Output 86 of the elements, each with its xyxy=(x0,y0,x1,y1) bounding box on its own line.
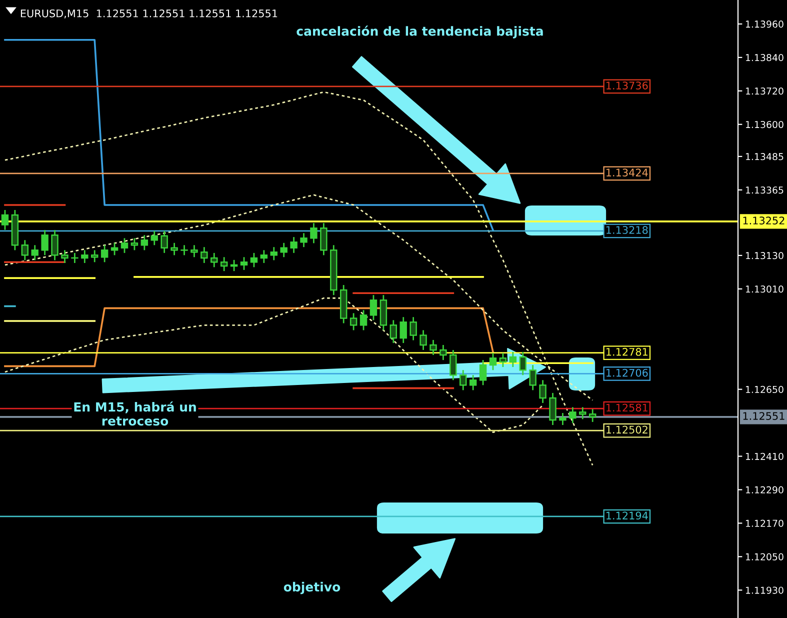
y-tick-label: 1.12650 xyxy=(746,386,784,394)
candlestick xyxy=(120,237,128,254)
candlestick xyxy=(519,351,526,376)
candlestick xyxy=(539,379,546,404)
candlestick xyxy=(160,230,168,254)
candlestick xyxy=(81,249,88,264)
candlestick xyxy=(21,239,29,261)
candlestick xyxy=(130,237,138,251)
candlestick xyxy=(230,259,238,272)
candlestick xyxy=(51,229,58,261)
candlestick xyxy=(460,369,467,391)
y-tick-label: 1.13485 xyxy=(746,153,784,160)
candlestick xyxy=(100,244,108,263)
candlestick xyxy=(300,232,308,248)
ref-line-label: 1.13218 xyxy=(606,226,648,234)
candlestick xyxy=(310,222,318,244)
candlestick xyxy=(440,344,447,361)
candlestick xyxy=(280,242,288,258)
candlestick xyxy=(190,244,198,258)
ref-line-label: 1.13252 xyxy=(743,216,784,224)
candlestick xyxy=(489,352,497,371)
candlestick xyxy=(260,249,268,264)
candlestick xyxy=(170,242,178,256)
candlestick xyxy=(200,246,208,264)
candlestick xyxy=(559,412,566,426)
y-tick-label: 1.13720 xyxy=(746,87,784,95)
candlestick xyxy=(250,252,258,268)
candlestick xyxy=(91,249,98,263)
ref-line-label: 1.12551 xyxy=(743,412,784,420)
candlestick xyxy=(390,319,398,344)
candlestick xyxy=(220,256,228,272)
candlestick xyxy=(140,234,148,251)
annotation: cancelación de la tendencia bajista xyxy=(296,26,543,38)
y-tick-label: 1.12290 xyxy=(746,486,784,494)
candlestick xyxy=(360,309,368,331)
ref-line-label: 1.12194 xyxy=(606,512,648,520)
candlestick xyxy=(509,351,517,368)
candlestick xyxy=(469,374,477,391)
candlestick xyxy=(350,312,358,331)
candlestick xyxy=(588,408,596,423)
candlestick xyxy=(529,364,536,391)
candlestick xyxy=(549,392,556,426)
y-tick-label: 1.13960 xyxy=(746,20,784,28)
candlestick xyxy=(61,249,68,264)
candlestick xyxy=(579,406,586,420)
annotation: En M15, habrá un retroceso xyxy=(74,401,196,426)
candlestick xyxy=(1,209,9,230)
candlestick xyxy=(41,229,48,256)
y-tick-label: 1.12410 xyxy=(746,452,784,460)
candlestick xyxy=(71,252,78,264)
candlestick xyxy=(400,316,407,344)
y-tick-label: 1.13600 xyxy=(746,120,784,128)
annotation: objetivo xyxy=(284,582,340,594)
y-tick-label: 1.13010 xyxy=(746,286,784,293)
candlestick xyxy=(290,236,298,254)
y-tick-label: 1.11930 xyxy=(746,586,784,594)
candlestick xyxy=(450,349,457,381)
y-tick-label: 1.13840 xyxy=(746,54,784,62)
y-tick-label: 1.12170 xyxy=(746,520,784,527)
candlestick xyxy=(240,256,248,271)
candlestick xyxy=(410,316,417,341)
line-series xyxy=(4,297,544,433)
candlestick xyxy=(370,294,378,321)
candlestick xyxy=(499,352,507,368)
candlestick xyxy=(270,246,278,261)
y-tick-label: 1.13130 xyxy=(746,252,784,260)
ref-line-label: 1.12502 xyxy=(606,426,648,434)
line-series xyxy=(4,91,594,466)
y-tick-label: 1.13365 xyxy=(746,186,784,194)
y-tick-label: 1.12050 xyxy=(746,553,784,560)
ref-line-label: 1.12581 xyxy=(606,404,648,412)
candlestick xyxy=(180,244,188,256)
candlestick xyxy=(110,242,118,256)
ref-line-label: 1.12781 xyxy=(606,348,648,356)
ref-line-label: 1.12706 xyxy=(606,368,648,377)
candlestick xyxy=(479,359,487,386)
text: EURUSD,M15 1.12551 1.12551 1.12551 1.12551 xyxy=(20,9,278,18)
candlestick xyxy=(31,244,38,261)
candlestick xyxy=(569,406,576,424)
candlestick xyxy=(210,252,218,268)
ref-line-label: 1.13736 xyxy=(606,82,648,90)
ref-line-label: 1.13424 xyxy=(606,168,648,176)
candlestick xyxy=(320,222,328,256)
candlestick xyxy=(420,330,427,351)
candlestick xyxy=(150,230,158,246)
candlestick xyxy=(430,339,437,356)
